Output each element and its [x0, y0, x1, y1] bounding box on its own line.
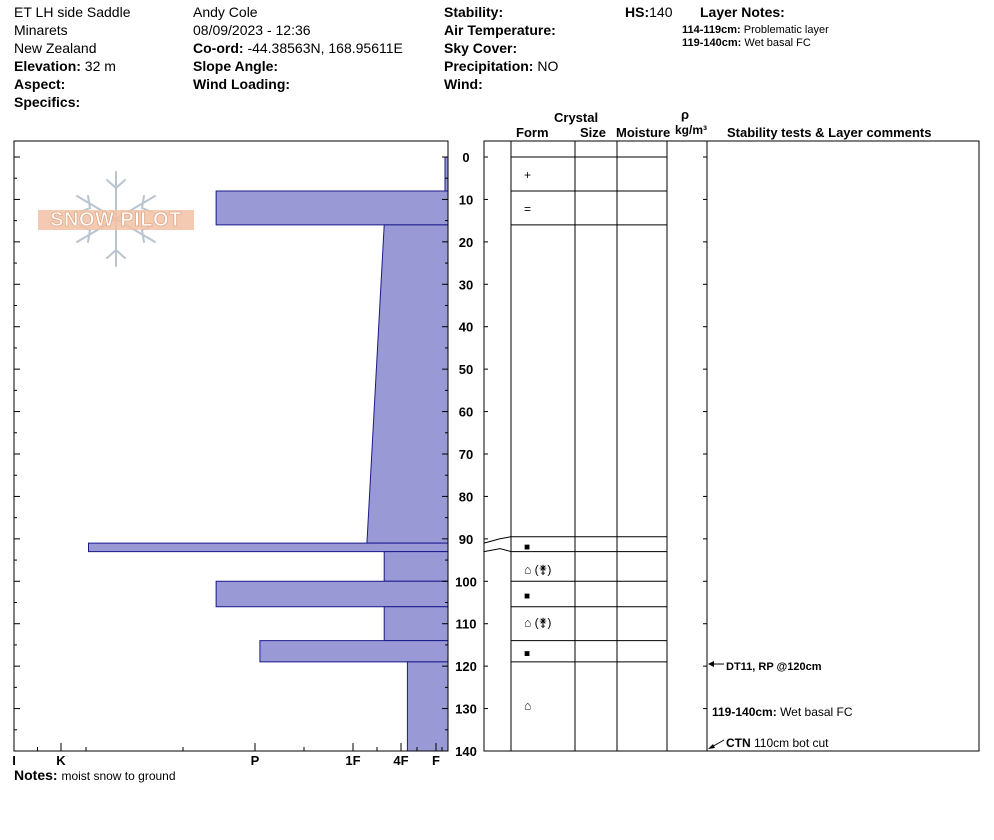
moisture-header: Moisture [616, 125, 671, 140]
x-tick-label: F [432, 753, 440, 768]
y-tick-label: 10 [459, 192, 473, 207]
hardness-layer [88, 542, 449, 553]
y-tick-label: 120 [455, 659, 477, 674]
notes-row: Notes: moist snow to ground [14, 767, 176, 783]
hs-label: HS: [625, 4, 650, 20]
layer-comment-range: 119-140cm: [712, 705, 777, 719]
crystal-form-symbol: ⌂ (⚵) [524, 616, 551, 630]
y-tick-label: 130 [455, 702, 477, 717]
layer-note-text: Wet basal FC [744, 37, 811, 49]
y-tick-label: 100 [455, 574, 477, 589]
y-tick-label: 0 [462, 150, 469, 165]
y-tick-label: 70 [459, 447, 473, 462]
aspect-label: Aspect: [14, 76, 66, 92]
y-tick-label: 90 [459, 532, 473, 547]
coord-label: Co-ord: [193, 40, 244, 56]
crystal-form-symbol: ■ [524, 648, 530, 659]
y-tick-label: 140 [455, 744, 477, 759]
layer-note-range: 119-140cm: [682, 37, 742, 49]
x-tick-label: 4F [393, 753, 408, 768]
crystal-table-frame [483, 140, 980, 752]
density-unit-header: kg/m³ [675, 123, 708, 137]
stability-label: Stability: [444, 4, 504, 20]
layer-note-2: 119-140cm: Wet basal FC [682, 37, 811, 50]
comments-header: Stability tests & Layer comments [727, 125, 932, 140]
y-tick-label: 50 [459, 362, 473, 377]
stability-test-dt: DT11, RP @120cm [726, 661, 822, 673]
y-tick-label: 40 [459, 320, 473, 335]
crystal-form-symbol: + [524, 168, 531, 182]
size-header: Size [580, 125, 607, 140]
wind-label: Wind: [444, 76, 483, 92]
y-tick-label: 60 [459, 405, 473, 420]
layer-note-1: 114-119cm: Problematic layer [682, 24, 829, 37]
hardness-layer [366, 224, 449, 544]
crystal-form-symbol: ⌂ [524, 698, 531, 712]
x-tick-label: 1F [345, 753, 360, 768]
test-arrow-head [708, 744, 715, 749]
x-tick-label: K [56, 753, 66, 768]
hardness-layer [215, 190, 449, 226]
precipitation-label: Precipitation: [444, 58, 534, 74]
coord-value: -44.38563N, 168.95611E [247, 40, 403, 56]
crystal-form-symbol: ■ [524, 542, 530, 553]
wind-loading-label: Wind Loading: [193, 76, 291, 92]
elevation-row: Elevation: 32 m [14, 58, 116, 74]
layer-notes-title: Layer Notes: [700, 4, 785, 20]
y-tick-label: 110 [456, 617, 477, 632]
observer-name: Andy Cole [193, 4, 258, 20]
y-tick-label: 30 [459, 277, 473, 292]
hardness-layer [406, 661, 449, 752]
x-tick-label: P [251, 753, 260, 768]
layer-comment-text: Wet basal FC [780, 705, 853, 719]
profile-frame [13, 140, 449, 752]
specifics-label: Specifics: [14, 94, 81, 110]
ctn-text: 110cm bot cut [754, 736, 829, 750]
density-rho-header: ρ [681, 107, 690, 122]
location-name: ET LH side Saddle [14, 4, 131, 20]
hardness-layer [259, 640, 449, 663]
precipitation-value: NO [537, 58, 559, 74]
elevation-value: 32 m [84, 58, 116, 74]
sky-cover-label: Sky Cover: [444, 40, 518, 56]
crystal-form-symbol: = [524, 202, 531, 216]
y-tick-label: 80 [459, 489, 473, 504]
hs-value: 140 [649, 4, 673, 20]
layer-note-text: Problematic layer [743, 24, 829, 36]
snowpilot-logo: SNOW PILOT [38, 171, 194, 267]
notes-text: moist snow to ground [61, 769, 176, 783]
range-name: Minarets [14, 22, 68, 38]
stability-test-ctn: CTN 110cm bot cut [726, 736, 829, 750]
ctn-code: CTN [726, 736, 751, 750]
observation-datetime: 08/09/2023 - 12:36 [193, 22, 311, 38]
precipitation-row: Precipitation: NO [444, 58, 558, 74]
hardness-layer [383, 551, 449, 582]
form-header: Form [516, 125, 549, 140]
x-tick-label: I [12, 753, 16, 768]
hs-row: HS:140 [625, 4, 672, 20]
notes-label: Notes: [14, 767, 58, 783]
slope-angle-label: Slope Angle: [193, 58, 279, 74]
layer-note-range: 114-119cm: [682, 24, 741, 36]
layer-comment: 119-140cm: Wet basal FC [712, 705, 853, 719]
layer-connector [483, 536, 512, 544]
elevation-label: Elevation: [14, 58, 81, 74]
hardness-layer [215, 580, 449, 608]
y-tick-label: 20 [459, 235, 473, 250]
coord-row: Co-ord: -44.38563N, 168.95611E [193, 40, 403, 56]
country-name: New Zealand [14, 40, 97, 56]
crystal-form-symbol: ⌂ (⚵) [524, 563, 551, 577]
test-arrow-head [708, 661, 714, 668]
layer-connector [483, 548, 512, 553]
crystal-form-symbol: ■ [524, 591, 530, 602]
logo-text: SNOW PILOT [50, 209, 182, 231]
hardness-layer [383, 606, 449, 642]
crystal-header: Crystal [554, 110, 599, 125]
air-temperature-label: Air Temperature: [444, 22, 556, 38]
